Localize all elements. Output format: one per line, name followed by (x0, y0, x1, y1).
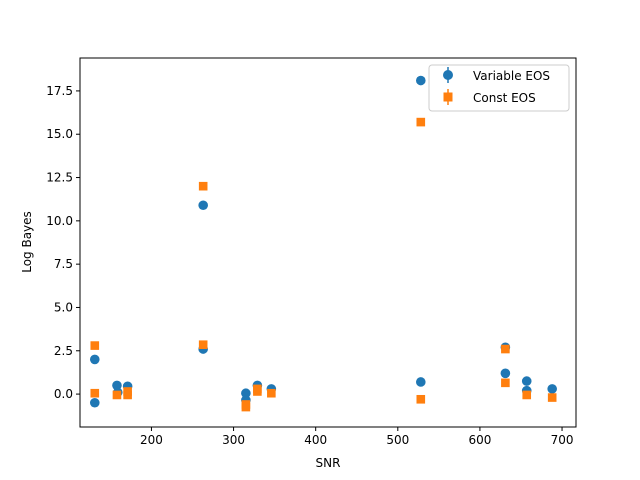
legend-entry-variable-eos: Variable EOS (443, 67, 550, 83)
legend-label-variable-eos: Variable EOS (473, 69, 550, 83)
x-tick-label: 600 (468, 433, 491, 447)
x-axis-ticks: 200 300 400 500 600 700 (140, 427, 574, 447)
y-axis-ticks: 0.0 2.5 5.0 7.5 10.0 12.5 15.0 17.5 (46, 84, 80, 401)
const-eos-point (90, 388, 100, 398)
y-tick-label: 7.5 (54, 257, 73, 271)
y-axis-label: Log Bayes (20, 211, 34, 273)
variable-eos-point (89, 354, 100, 365)
const-eos-point (198, 340, 208, 350)
y-tick-label: 17.5 (46, 84, 73, 98)
const-eos-point (416, 117, 426, 127)
variable-eos-point (415, 75, 426, 86)
const-eos-point (253, 387, 262, 396)
const-eos-point (267, 388, 276, 398)
legend: Variable EOS Const EOS (428, 64, 570, 112)
data-markers (89, 75, 557, 412)
variable-eos-point (415, 377, 426, 387)
variable-eos-point (89, 397, 100, 408)
const-eos-point (547, 393, 557, 402)
x-tick-label: 200 (140, 433, 163, 447)
variable-eos-point (241, 388, 251, 399)
variable-eos-point (547, 384, 557, 394)
variable-eos-point (521, 376, 532, 386)
y-tick-label: 2.5 (54, 344, 73, 358)
y-tick-label: 10.0 (46, 214, 73, 228)
y-tick-label: 0.0 (54, 387, 73, 401)
const-eos-point (123, 387, 132, 396)
y-tick-label: 12.5 (46, 171, 73, 185)
plot-frame (79, 57, 577, 428)
const-eos-point (241, 400, 251, 409)
const-eos-point (501, 344, 510, 354)
const-eos-point (112, 390, 122, 400)
const-eos-point (198, 181, 208, 191)
variable-eos-point (500, 368, 511, 379)
x-tick-label: 300 (222, 433, 245, 447)
const-eos-point (416, 394, 426, 404)
x-axis-label: SNR (316, 456, 341, 470)
const-eos-point (522, 390, 532, 400)
legend-label-const-eos: Const EOS (473, 91, 536, 105)
legend-box (428, 64, 570, 112)
y-tick-label: 5.0 (54, 300, 73, 314)
x-tick-label: 500 (386, 433, 409, 447)
const-eos-point (501, 378, 510, 388)
variable-eos-point (198, 200, 208, 211)
legend-square-marker-icon (443, 92, 453, 102)
legend-circle-marker-icon (443, 70, 453, 80)
x-tick-label: 700 (551, 433, 574, 447)
const-eos-point (90, 341, 100, 350)
y-tick-label: 15.0 (46, 127, 73, 141)
x-tick-label: 400 (304, 433, 327, 447)
legend-entry-const-eos: Const EOS (443, 89, 536, 105)
